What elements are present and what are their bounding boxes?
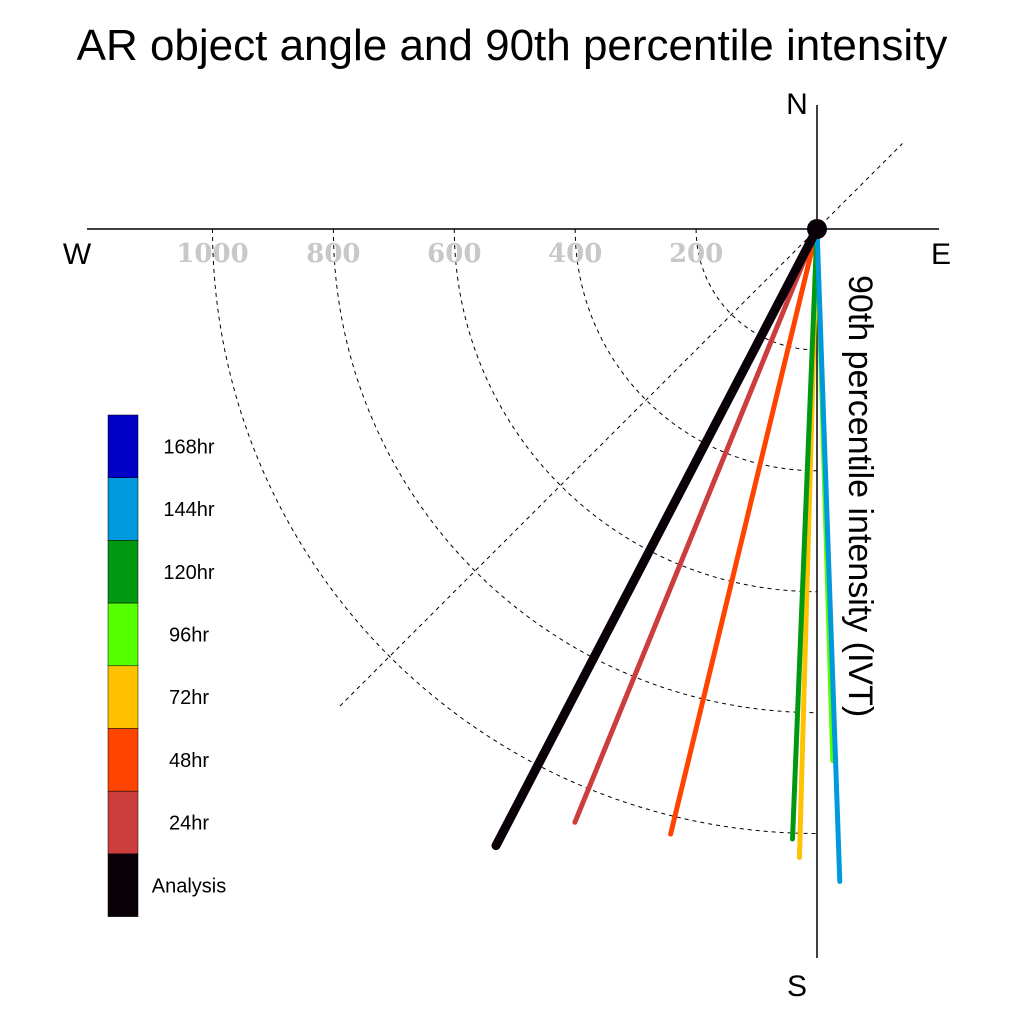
- legend-swatch: [107, 414, 139, 478]
- radial-tick-label: 1000: [176, 239, 248, 269]
- radial-tick-label: 600: [427, 239, 481, 269]
- radial-tick-label: 200: [669, 239, 723, 269]
- east-label: E: [931, 238, 951, 271]
- radial-tick-labels: 200 400 600 800 1000: [176, 239, 723, 269]
- north-label: N: [786, 88, 808, 121]
- radial-tick-label: 400: [548, 239, 602, 269]
- forecast-vectors: [491, 224, 843, 884]
- legend-swatch: [107, 853, 139, 917]
- legend-label: 144hr: [163, 499, 214, 521]
- vector-analysis: [491, 224, 822, 851]
- legend-swatch: [107, 540, 139, 604]
- legend: 168hr 144hr 120hr 96hr 72hr 48hr 24hr Analysis: [107, 414, 226, 917]
- vector-120hr: [789, 226, 820, 842]
- range-rings: [212, 228, 818, 834]
- legend-label: 96hr: [169, 624, 209, 646]
- range-ring: [212, 228, 818, 834]
- legend-label: 48hr: [169, 750, 209, 772]
- vector-144hr: [814, 226, 843, 884]
- west-label: W: [63, 238, 92, 271]
- legend-swatch: [107, 477, 139, 541]
- legend-label: Analysis: [152, 875, 226, 897]
- range-ring: [332, 228, 818, 714]
- south-label: S: [787, 970, 807, 1003]
- y-axis-label: 90th percentile intensity (IVT): [841, 275, 879, 717]
- legend-label: 72hr: [169, 687, 209, 709]
- radial-tick-label: 800: [306, 239, 360, 269]
- legend-label: 168hr: [163, 436, 214, 458]
- vector-24hr: [572, 226, 820, 825]
- legend-swatch: [107, 728, 139, 792]
- origin-marker: [807, 219, 827, 239]
- legend-swatch: [107, 665, 139, 729]
- legend-swatch: [107, 790, 139, 855]
- legend-label: 120hr: [163, 562, 214, 584]
- legend-label: 24hr: [169, 813, 209, 835]
- vector-48hr: [668, 226, 820, 837]
- chart-title: AR object angle and 90th percentile inte…: [77, 21, 948, 70]
- legend-swatch: [107, 602, 139, 667]
- range-ring: [695, 228, 818, 351]
